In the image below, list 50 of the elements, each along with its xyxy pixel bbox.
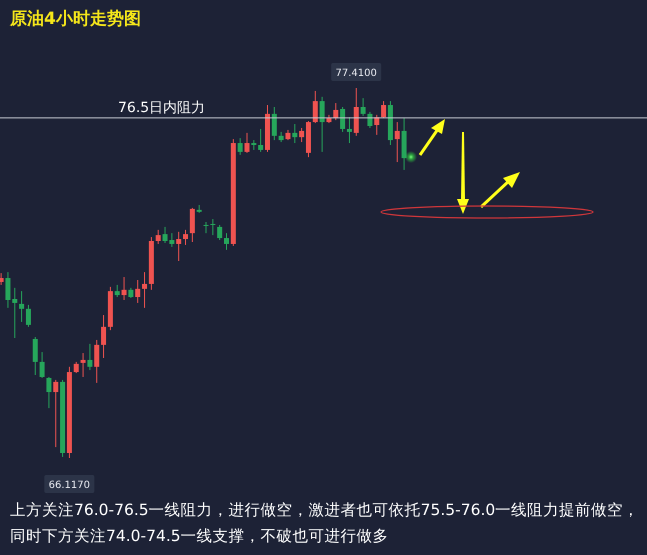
candlestick <box>135 279 140 304</box>
candlestick <box>87 343 92 371</box>
candlestick <box>224 232 229 250</box>
candlestick <box>19 290 24 322</box>
candlestick <box>299 127 304 143</box>
candlestick <box>12 287 18 338</box>
candlestick <box>292 124 298 144</box>
candlestick <box>204 222 209 234</box>
candlestick <box>183 229 188 246</box>
text: 上方关注76.0-76.5一线阻力，进行做空，激进者也可依托75.5-76.0一线阻力提前做空，同时下方关注74.0-74.5一线支撑，不破也可进行做多 <box>10 500 640 547</box>
candlestick <box>176 231 182 262</box>
candlestick <box>238 138 243 156</box>
candlestick <box>340 106 346 132</box>
candlestick <box>74 361 79 374</box>
candlestick <box>312 90 318 124</box>
candlestick <box>142 272 148 308</box>
candlestick <box>162 226 168 244</box>
candlestick <box>53 379 58 448</box>
candlestick <box>5 272 10 308</box>
ref-line-label: 76.5日内阻力 <box>118 100 206 116</box>
candlestick <box>210 218 216 236</box>
candlestick <box>94 339 100 384</box>
candlestick <box>169 232 174 248</box>
annotation: 66.1170 <box>48 480 90 491</box>
annotation: 77.4100 <box>336 68 377 79</box>
candlestick <box>381 100 386 119</box>
candlestick <box>114 284 120 298</box>
chart-title: 原油4小时走势图 <box>10 8 141 30</box>
candlestick <box>346 116 352 144</box>
candlestick <box>40 352 45 378</box>
candlestick <box>101 314 106 358</box>
candlestick <box>128 287 134 299</box>
candlestick <box>156 229 161 244</box>
candlestick <box>217 224 222 241</box>
candlestick <box>333 102 338 121</box>
candlestick <box>278 131 284 143</box>
candlestick <box>251 140 256 150</box>
candlestick <box>26 304 31 328</box>
candlestick <box>244 132 250 154</box>
candlestick <box>367 111 372 128</box>
candlestick <box>80 352 86 378</box>
candlestick <box>258 128 264 152</box>
candlestick <box>32 336 38 376</box>
candlestick <box>272 106 277 141</box>
candlestick <box>394 122 400 163</box>
candlestick <box>46 376 52 409</box>
candlestick <box>122 276 127 300</box>
candlestick <box>285 129 290 141</box>
candlestick <box>320 96 325 152</box>
candlestick <box>360 98 366 116</box>
